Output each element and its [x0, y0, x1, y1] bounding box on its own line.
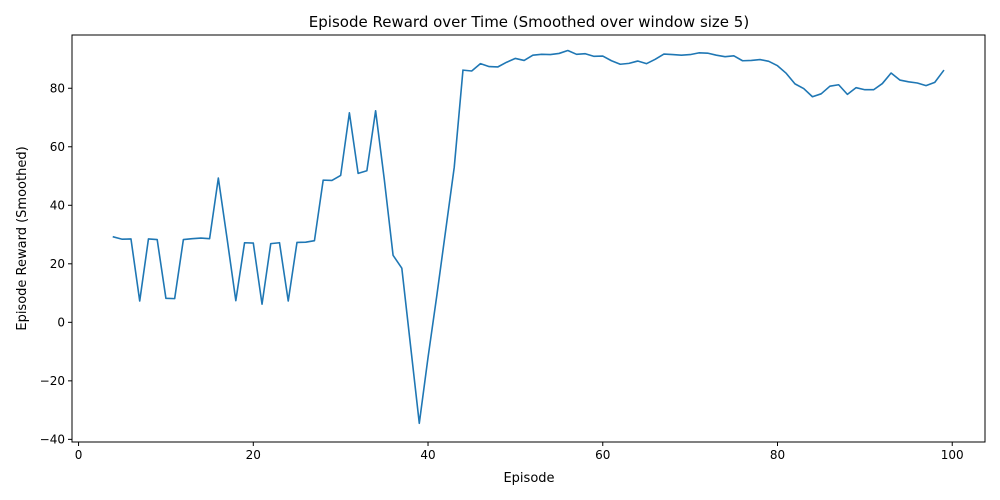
x-tick-label: 20 — [246, 448, 261, 462]
x-tick-label: 100 — [941, 448, 964, 462]
x-tick-label: 0 — [75, 448, 83, 462]
y-tick-label: −20 — [40, 374, 65, 388]
y-tick-label: 20 — [50, 257, 65, 271]
series-line-smoothed — [112, 49, 945, 425]
chart-title: Episode Reward over Time (Smoothed over … — [309, 13, 749, 31]
plot-frame — [71, 34, 986, 443]
y-tick-label: 0 — [57, 315, 65, 329]
y-tick-label: −40 — [40, 432, 65, 446]
axis-ticks: 0 20 40 60 80 100 −40 −20 0 20 40 60 80 — [40, 81, 964, 462]
y-tick-label: 80 — [50, 81, 65, 95]
y-tick-label: 40 — [50, 198, 65, 212]
x-tick-label: 60 — [595, 448, 610, 462]
y-axis-label: Episode Reward (Smoothed) — [15, 146, 30, 330]
series-layer — [112, 49, 945, 425]
x-tick-label: 40 — [420, 448, 435, 462]
x-axis-label: Episode — [503, 471, 554, 486]
x-tick-label: 80 — [770, 448, 785, 462]
y-tick-label: 60 — [50, 140, 65, 154]
